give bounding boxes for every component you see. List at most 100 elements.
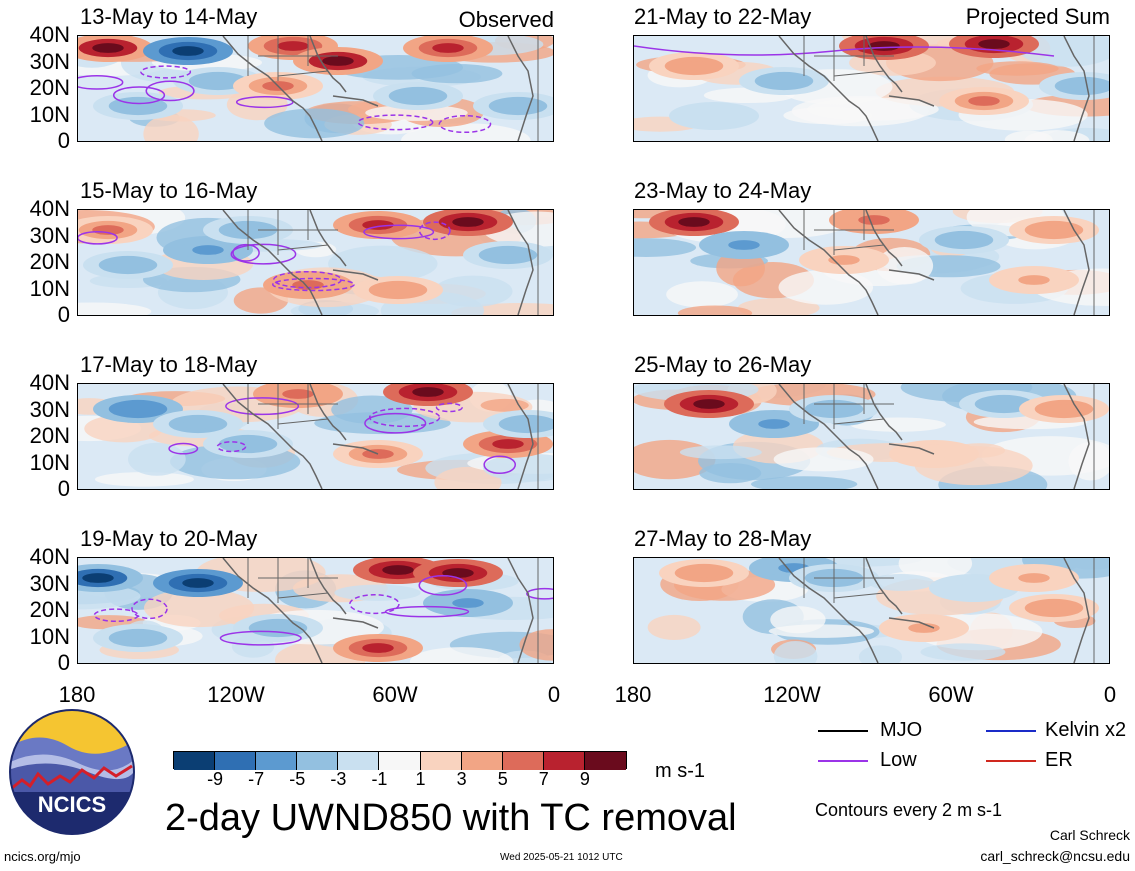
- field-anomaly: [978, 39, 1010, 49]
- field-anomaly: [122, 404, 154, 414]
- contour-low: [438, 114, 492, 134]
- contour-note: Contours every 2 m s-1: [815, 800, 1003, 820]
- contour-low: [219, 630, 302, 646]
- field-anomaly: [232, 439, 264, 449]
- contour-low: [363, 224, 435, 240]
- field-anomaly: [382, 285, 414, 295]
- field-anomaly: [693, 399, 725, 409]
- field-patch: [1004, 130, 1053, 141]
- field-anomaly: [758, 419, 790, 429]
- site-url[interactable]: ncics.org/mjo: [4, 849, 81, 864]
- field-patch: [94, 472, 194, 487]
- y-tick-label: 30N: [29, 396, 70, 422]
- coastline: [778, 384, 1090, 489]
- legend-label-low: Low: [880, 749, 917, 771]
- map-panel: [77, 35, 554, 142]
- field-patch: [433, 275, 513, 307]
- field-anomaly: [1038, 225, 1070, 235]
- figure-title: 2-day UWND850 with TC removal: [165, 797, 737, 839]
- field-anomaly: [192, 245, 224, 255]
- field-anomaly: [182, 578, 214, 588]
- field-patch: [875, 246, 934, 285]
- y-tick-label: 0: [57, 650, 70, 675]
- field-anomaly: [82, 573, 114, 583]
- map-panel: [77, 557, 554, 664]
- y-tick-label: 20N: [29, 423, 70, 448]
- field-anomaly: [908, 623, 940, 633]
- legend-swatch-low: [818, 760, 868, 762]
- map-panel: [633, 383, 1110, 490]
- field-patch: [773, 447, 874, 472]
- x-tick-label: 0: [1103, 682, 1117, 707]
- field-anomaly: [868, 41, 900, 51]
- map-field: [634, 36, 1109, 141]
- panel-title: 15-May to 16-May: [80, 178, 258, 203]
- field-anomaly: [1048, 404, 1080, 414]
- contour-low: [364, 412, 427, 434]
- y-tick-label: 30N: [29, 570, 70, 596]
- field-patch: [920, 643, 1006, 661]
- y-tick-label: 20N: [29, 597, 70, 622]
- field-patch: [677, 305, 753, 315]
- map-field: [634, 558, 1109, 663]
- field-anomaly: [502, 101, 534, 111]
- coastline: [778, 558, 1090, 663]
- field-anomaly: [858, 215, 890, 225]
- colorbar-swatch: [502, 752, 544, 770]
- field-anomaly: [412, 387, 444, 397]
- contour-low: [272, 277, 355, 292]
- field-patch: [409, 647, 514, 663]
- field-anomaly: [322, 56, 354, 66]
- field-anomaly: [688, 568, 720, 578]
- colorbar-tick-label: -7: [248, 769, 265, 789]
- colorbar-swatch: [338, 752, 380, 770]
- x-tick-label: 60W: [372, 682, 418, 707]
- y-tick-label: 0: [57, 476, 70, 501]
- map-field: [78, 558, 553, 663]
- logo-text: NCICS: [38, 792, 106, 817]
- contour-low: [145, 80, 195, 102]
- panel-title: 13-May to 14-May: [80, 4, 258, 29]
- coastline: [222, 210, 534, 315]
- field-patch: [737, 297, 820, 315]
- field-patch: [773, 641, 818, 663]
- field-anomaly: [512, 419, 544, 429]
- field-patch: [1017, 36, 1109, 67]
- contour-low: [232, 243, 260, 262]
- borders: [247, 384, 539, 489]
- legend-label-mjo: MJO: [880, 719, 923, 741]
- colorbar-tick-label: 9: [579, 769, 590, 789]
- colorbar-tick-label: -1: [371, 769, 388, 789]
- colorbar-swatch: [215, 752, 257, 770]
- coastline: [778, 210, 1090, 315]
- field-anomaly: [492, 250, 524, 260]
- map-field: [78, 210, 553, 315]
- field-anomaly: [122, 633, 154, 643]
- field-anomaly: [1018, 573, 1050, 583]
- y-tick-label: 30N: [29, 48, 70, 74]
- field-patch: [334, 584, 421, 601]
- field-anomaly: [362, 643, 394, 653]
- y-tick-label: 40N: [29, 370, 70, 395]
- field-patch: [365, 104, 468, 121]
- map-panel: [77, 209, 554, 316]
- borders: [803, 36, 1095, 141]
- y-tick-label: 40N: [29, 22, 70, 47]
- borders: [803, 558, 1095, 663]
- panel-title: 21-May to 22-May: [634, 4, 812, 29]
- contour-low: [418, 575, 468, 596]
- map-panel: [633, 35, 1110, 142]
- colorbar-swatch: [543, 752, 585, 770]
- field-anomaly: [698, 111, 730, 121]
- borders: [247, 558, 539, 663]
- field-patch: [666, 281, 738, 308]
- colorbar-units: m s-1: [655, 760, 705, 782]
- column-tag-projected: Projected Sum: [965, 4, 1110, 29]
- field-patch: [78, 302, 152, 315]
- map-panel: [633, 209, 1110, 316]
- map-field: [634, 210, 1109, 315]
- y-tick-label: 30N: [29, 222, 70, 248]
- column-tag-observed: Observed: [458, 7, 554, 32]
- colorbar-swatch: [297, 752, 339, 770]
- field-anomaly: [262, 623, 294, 633]
